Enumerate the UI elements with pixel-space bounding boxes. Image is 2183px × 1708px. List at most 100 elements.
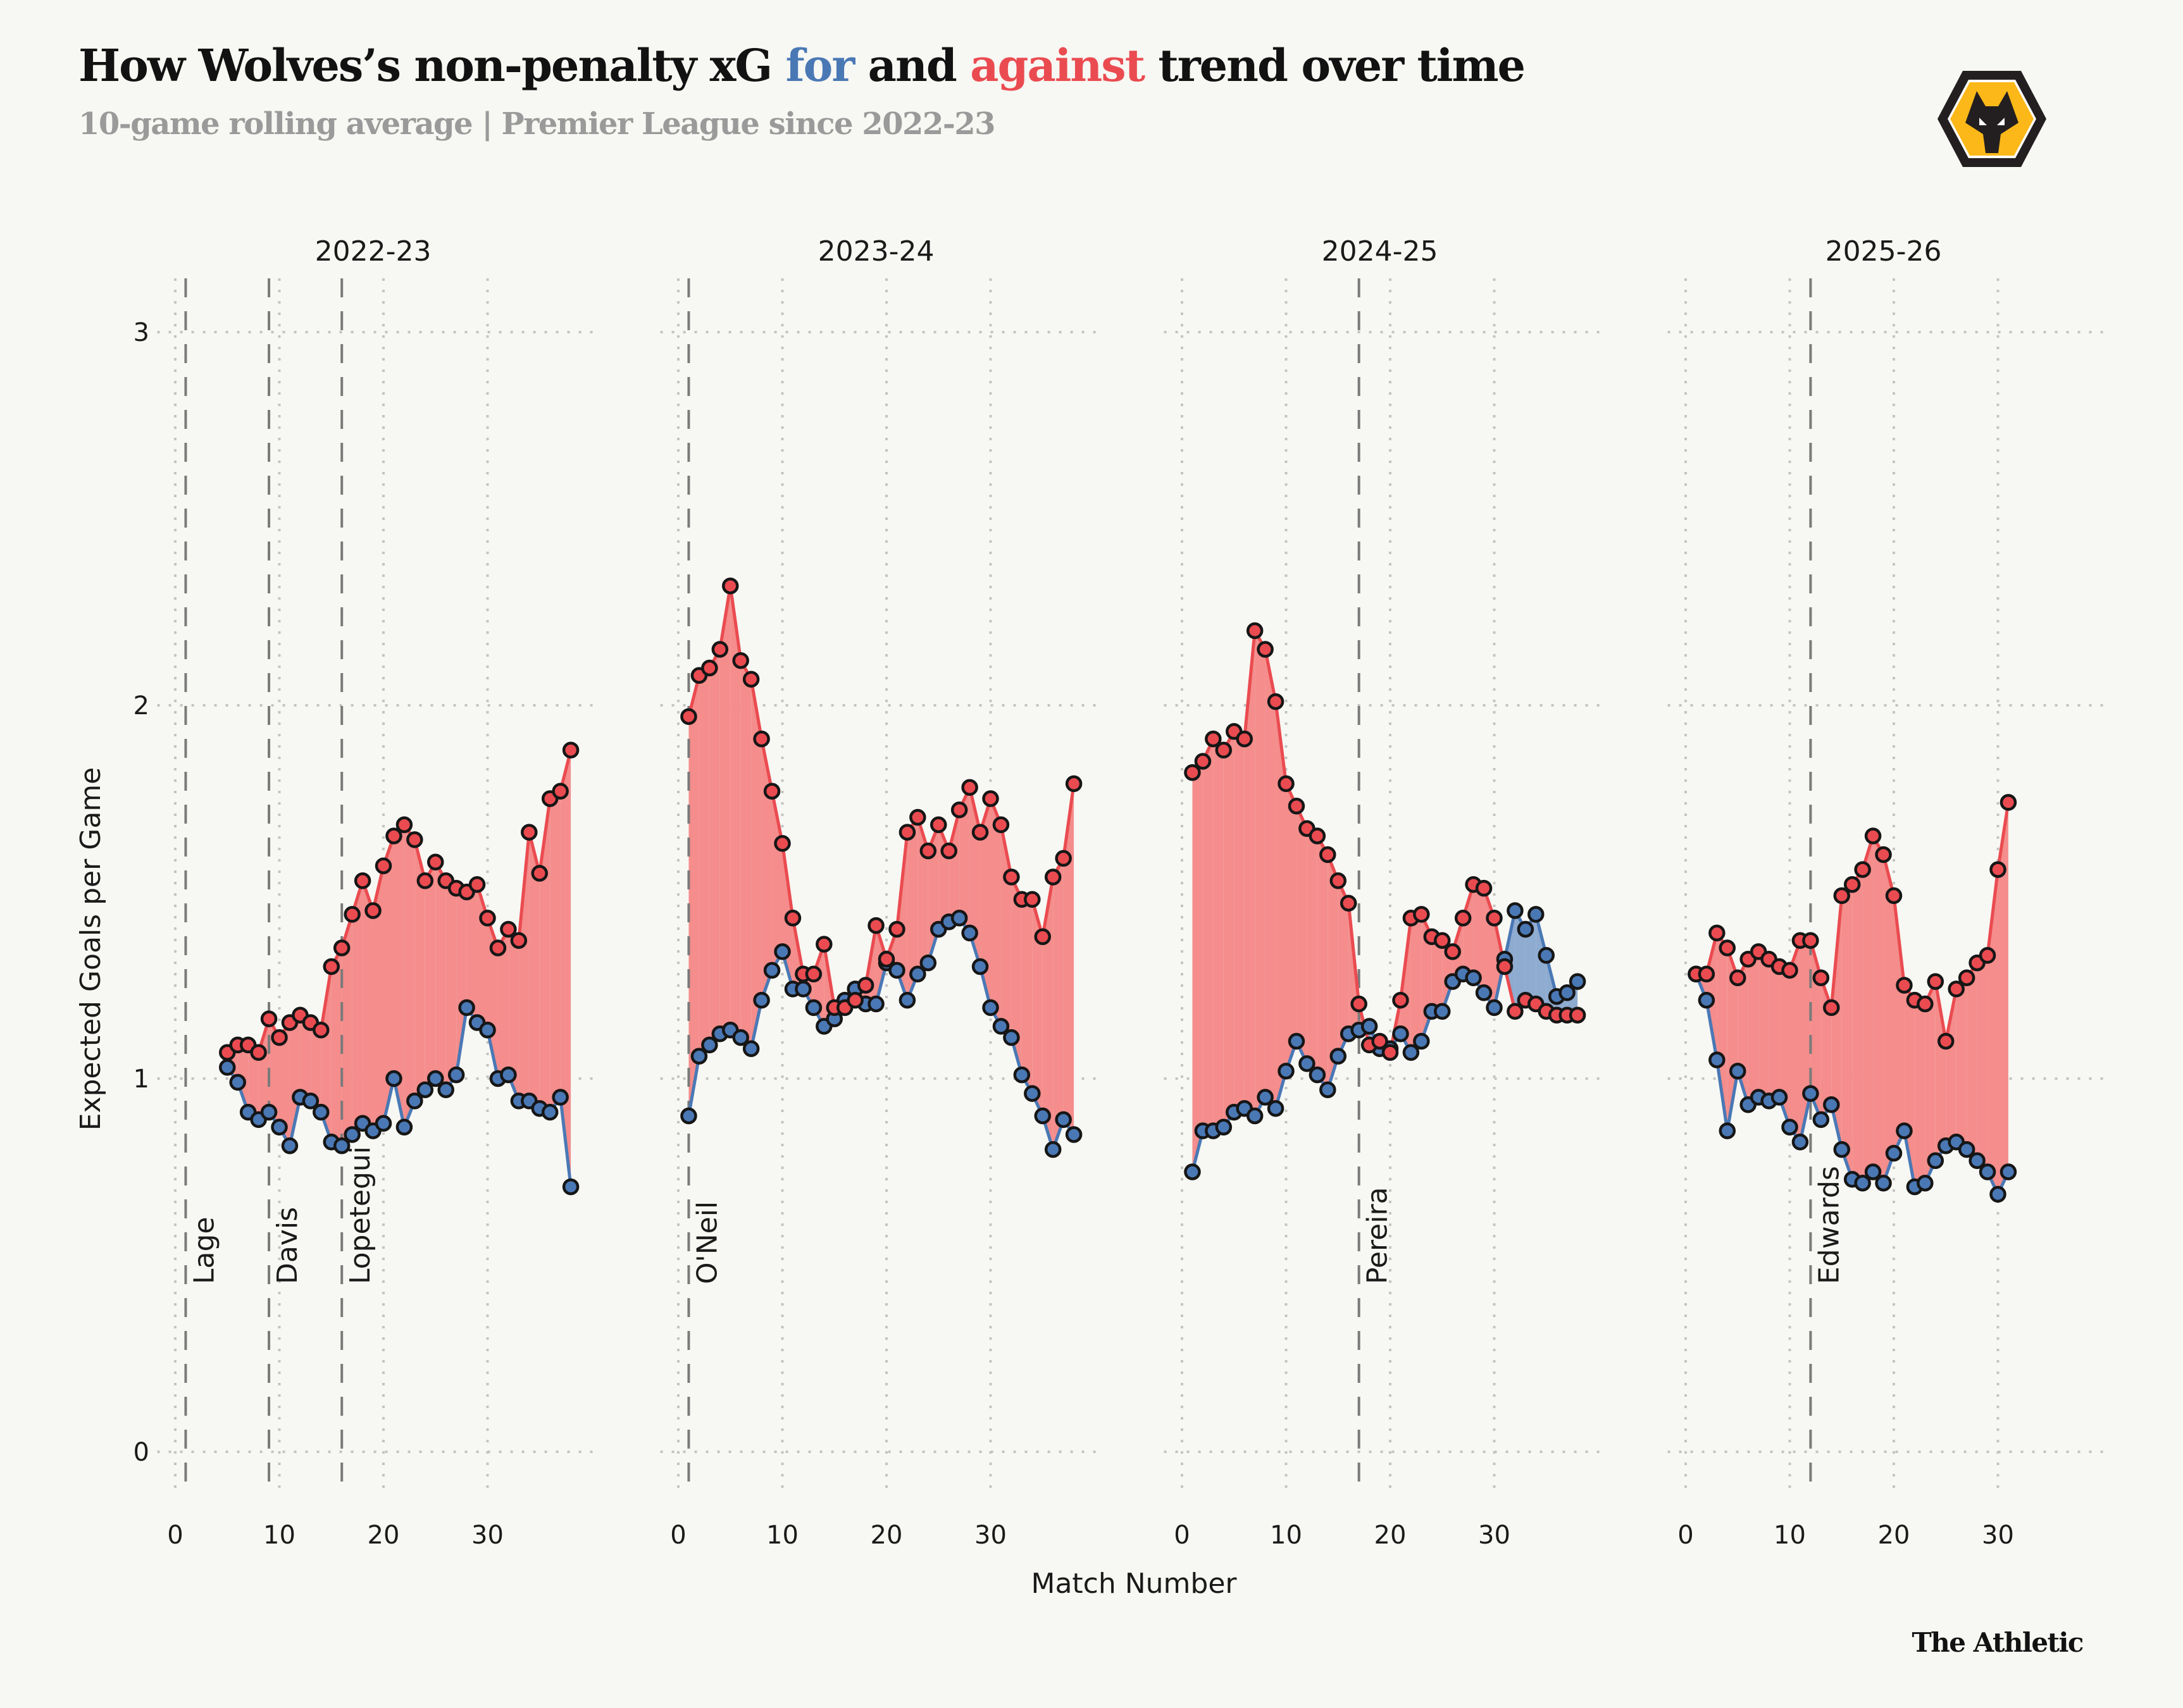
gap-fill: [761, 739, 773, 1001]
xg-for-point: [1065, 1126, 1083, 1143]
gap-fill: [394, 824, 404, 1127]
xg-for-point: [1989, 1185, 2006, 1203]
chart-subtitle: 10-game rolling average | Premier League…: [78, 106, 996, 142]
xg-against-point: [1823, 999, 1840, 1017]
xg-against-point: [753, 730, 770, 748]
y-tick-label: 0: [134, 1438, 149, 1467]
gap-fill: [980, 798, 991, 1008]
xg-for-point: [458, 999, 475, 1017]
xg-against-point: [385, 827, 402, 845]
gap-fill: [990, 798, 1001, 1027]
xg-against-point: [1257, 641, 1274, 658]
xg-for-point: [1802, 1085, 1819, 1102]
gap-fill: [1223, 731, 1235, 1127]
xg-for-point: [427, 1070, 444, 1087]
gap-fill: [1042, 877, 1054, 1150]
gap-fill: [1883, 855, 1894, 1184]
x-tick-label: 10: [1774, 1521, 1806, 1550]
xg-for-point: [992, 1018, 1010, 1035]
gap-fill: [1021, 899, 1033, 1094]
xg-against-point: [1371, 1032, 1388, 1050]
xg-against-point: [364, 902, 382, 919]
xg-against-point: [1329, 872, 1346, 889]
xg-against-point: [1288, 798, 1305, 815]
xg-against-point: [1454, 910, 1472, 927]
xg-for-point: [1833, 1141, 1850, 1158]
facet-2022-23: 2022-23 0 10 20 30 0 1 2 3 Lage Davis Lopetegui: [134, 235, 594, 1550]
xg-against-point: [1896, 977, 1913, 994]
xg-for-point: [1770, 1089, 1788, 1106]
gap-fill: [1758, 951, 1769, 1101]
title-part-5: trend over time: [1144, 39, 1526, 92]
xg-for-point: [333, 1137, 351, 1154]
xg-against-point: [521, 824, 538, 841]
manager-label: Lage: [188, 1217, 220, 1284]
xg-for-point: [395, 1118, 413, 1136]
gap-fill: [719, 586, 731, 1034]
xg-for-point: [1360, 1018, 1378, 1035]
xg-against-point: [1003, 869, 1020, 886]
xg-for-point: [500, 1066, 517, 1084]
gap-fill: [1328, 855, 1338, 1090]
xg-against-point: [1278, 775, 1295, 793]
xg-for-point: [1864, 1163, 1882, 1180]
xg-for-point: [1719, 1122, 1736, 1139]
xg-against-point: [1937, 1032, 1955, 1050]
xg-against-point: [1885, 887, 1903, 905]
gap-fill: [279, 1022, 290, 1146]
gap-fill: [751, 679, 762, 1049]
x-tick-label: 20: [368, 1521, 400, 1550]
gap-fill: [1307, 828, 1317, 1075]
x-tick-label: 20: [1374, 1521, 1407, 1550]
xg-for-point: [1465, 969, 1482, 986]
gap-fill: [1410, 914, 1422, 1053]
xg-against-line: [687, 585, 1076, 1010]
xg-against-point: [1381, 1044, 1399, 1061]
title-part-3: and: [854, 39, 971, 92]
gap-fill: [1011, 877, 1022, 1075]
xg-for-point: [909, 965, 926, 983]
gap-fill: [1967, 963, 1977, 1161]
xg-for-point: [1917, 1174, 1934, 1192]
xg-against-point: [1215, 741, 1233, 759]
gap-fill: [404, 824, 415, 1127]
gap-fill: [269, 1018, 280, 1127]
xg-for-point: [899, 991, 916, 1009]
manager-label: Davis: [271, 1207, 304, 1284]
xg-for-point: [950, 910, 968, 927]
xg-for-point: [552, 1089, 569, 1106]
gap-fill: [1769, 959, 1780, 1101]
x-tick-label: 10: [766, 1521, 799, 1550]
manager-label: Lopetegui: [344, 1146, 376, 1284]
xg-against-point: [1729, 969, 1746, 986]
facet-2025-26: 2025-26 0 10 20 30 Edwards: [1667, 235, 2105, 1550]
xg-for-line: [226, 1003, 573, 1187]
gap-fill: [959, 787, 970, 933]
xg-for-point: [1288, 1032, 1305, 1050]
xg-against-point: [1184, 764, 1201, 781]
xg-against-point: [847, 991, 864, 1009]
xg-for-point: [1527, 906, 1545, 923]
xg-for-point: [763, 962, 781, 979]
xg-for-point: [1558, 984, 1576, 1001]
y-tick-label: 2: [134, 691, 149, 721]
xg-for-point: [868, 995, 885, 1013]
xg-against-point: [1319, 846, 1336, 863]
xg-against-point: [1802, 932, 1819, 949]
xg-for-point: [1055, 1111, 1072, 1129]
xg-for-point: [795, 981, 812, 998]
x-tick-label: 30: [974, 1521, 1007, 1550]
xg-against-point: [1854, 861, 1871, 878]
x-tick-label: 10: [263, 1521, 295, 1550]
x-tick-label: 0: [670, 1521, 686, 1550]
x-tick-label: 20: [871, 1521, 903, 1550]
gap-fill: [1473, 884, 1484, 993]
gap-fill: [1234, 731, 1245, 1113]
xg-against-point: [899, 824, 916, 841]
xg-against-point: [1486, 910, 1503, 927]
gap-fill: [518, 832, 530, 1101]
x-tick-label: 0: [1677, 1521, 1693, 1550]
facet-2023-24: 2023-24 0 10 20 30 O'Neil: [660, 235, 1097, 1550]
gap-fill: [1063, 783, 1074, 1135]
xg-against-point: [1055, 850, 1072, 867]
